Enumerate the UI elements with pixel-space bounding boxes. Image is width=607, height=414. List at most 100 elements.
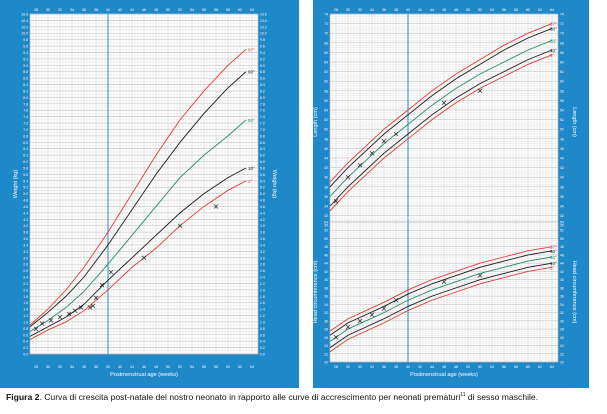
head_circumference-x-tick-label-top: 32: [358, 216, 362, 220]
weight-x-tick-label: 30: [46, 365, 50, 369]
weight-y-tick-label: 5.2: [23, 186, 28, 190]
length-x-tick-label-top: 46: [442, 8, 446, 12]
head_circumference-y-tick-label-right: 30: [560, 319, 564, 323]
weight-patient-point: [141, 255, 147, 261]
weight-curve-label: 90°: [248, 70, 255, 75]
weight-x-tick-label-top: 62: [238, 8, 242, 12]
head_circumference-curve-label: 10°: [550, 261, 557, 266]
weight-y-tick-label: 9.8: [23, 38, 28, 42]
weight-y-tick-label: 5.6: [23, 173, 28, 177]
head_circumference-x-tick-label-top: 34: [370, 216, 374, 220]
length-y-tick-label: 60: [324, 80, 328, 84]
weight-y-tick-label: 1.8: [23, 295, 28, 299]
head_circumference-curve-label: 3°: [550, 265, 555, 270]
length-y-tick-label-right: 30: [560, 224, 564, 228]
length-x-tick-label-top: 64: [550, 8, 554, 12]
length-y-tick-label-right: 32: [560, 214, 564, 218]
length-patient-point: [333, 198, 339, 204]
head_circumference-y-tick-label-right: 52: [560, 229, 564, 233]
weight-x-tick-label-top: 36: [82, 8, 86, 12]
head_circumference-x-tick-label: 32: [358, 365, 362, 369]
head_circumference-y-tick-label-right: 54: [560, 221, 564, 225]
weight-x-tick-label-top: 28: [34, 8, 38, 12]
weight-y-tick-label: 7.6: [23, 109, 28, 113]
weight-y-tick-label-right: 1.6: [260, 301, 265, 305]
weight-x-tick-label-top: 52: [178, 8, 182, 12]
weight-y-tick-label: 6.2: [23, 154, 28, 158]
head_circumference-x-tick-label: 46: [442, 365, 446, 369]
weight-y-tick-label-right: 5.0: [260, 192, 265, 196]
head_circumference-x-tick-label: 64: [550, 365, 554, 369]
head_circumference-x-tick-label: 38: [394, 365, 398, 369]
weight-y-tick-label: 2.2: [23, 282, 28, 286]
weight-y-tick-label-right: 9.4: [260, 51, 265, 55]
weight-patient-point: [72, 308, 78, 313]
head_circumference-curve-label: 50°: [550, 255, 557, 260]
length-y-tick-label-right: 50: [560, 128, 564, 132]
weight-curve-label: 50°: [248, 118, 255, 123]
weight-y-tick-label-right: 2.0: [260, 288, 265, 292]
weight-x-tick-label: 38: [94, 365, 98, 369]
length-y-tick-label-right: 46: [560, 147, 564, 151]
weight-curve-p1: [29, 71, 247, 328]
length-y-axis-label-right: Length (cm): [571, 107, 577, 137]
length-x-tick-label-top: 38: [394, 8, 398, 12]
weight-y-tick-label-right: 8.6: [260, 77, 265, 81]
weight-y-tick-label: 1.2: [23, 314, 28, 318]
caption-text: . Curva di crescita post-natale del nost…: [39, 392, 461, 402]
weight-x-tick-label: 62: [238, 365, 242, 369]
head_circumference-chart: 97°90°50°10°3° 20 20 22 22 24 24 26 26 28 28 30 30 32…: [313, 216, 577, 378]
length-y-tick-label-right: 64: [560, 61, 564, 65]
length-y-tick-label: 68: [324, 41, 328, 45]
head_circumference-y-tick-label: 52: [324, 229, 328, 233]
head_circumference-y-tick-label: 38: [324, 286, 328, 290]
head_circumference-y-tick-label-right: 50: [560, 237, 564, 241]
length-y-tick-label-right: 56: [560, 99, 564, 103]
head_circumference-y-tick-label: 42: [324, 270, 328, 274]
length-y-tick-label: 48: [324, 137, 328, 141]
weight-curve-label: 10°: [248, 166, 255, 171]
head_circumference-y-tick-label-right: 44: [560, 262, 564, 266]
length-y-tick-label: 58: [324, 89, 328, 93]
weight-y-tick-label: 3.2: [23, 250, 28, 254]
length-y-tick-label-right: 48: [560, 137, 564, 141]
head_circumference-x-tick-label-top: 44: [430, 216, 434, 220]
length-x-tick-label-top: 28: [334, 8, 338, 12]
head_circumference-x-tick-label-top: 40: [406, 216, 410, 220]
length-y-tick-label-right: 34: [560, 205, 564, 209]
head_circumference-x-tick-label-top: 38: [394, 216, 398, 220]
head_circumference-y-tick-label: 26: [324, 336, 328, 340]
head_circumference-y-tick-label: 28: [324, 328, 328, 332]
head_circumference-patient-point: [357, 318, 363, 324]
weight-x-tick-label: 32: [58, 365, 62, 369]
head_circumference-y-tick-label: 54: [324, 221, 328, 225]
weight-y-tick-label-right: 2.6: [260, 269, 265, 273]
head_circumference-x-tick-label: 40: [406, 365, 410, 369]
weight-y-axis-label: Weight (kg): [13, 170, 19, 199]
weight-y-tick-label-right: 10.4: [260, 19, 267, 23]
weight-x-tick-label: 46: [142, 365, 146, 369]
weight-y-tick-label-right: 10.6: [260, 13, 267, 17]
head_circumference-x-tick-label: 36: [382, 365, 386, 369]
head_circumference-y-tick-label: 50: [324, 237, 328, 241]
weight-y-tick-label: 7.2: [23, 122, 28, 126]
weight-y-tick-label-right: 0.0: [260, 353, 265, 357]
weight-y-tick-label-right: 6.0: [260, 160, 265, 164]
head_circumference-x-tick-label-top: 60: [526, 216, 530, 220]
head_circumference-y-tick-label: 30: [324, 319, 328, 323]
length-x-tick-label-top: 44: [430, 8, 434, 12]
weight-y-tick-label: 2.0: [23, 288, 28, 292]
weight-x-tick-label-top: 32: [58, 8, 62, 12]
weight-x-tick-label-top: 30: [46, 8, 50, 12]
weight-y-tick-label-right: 9.8: [260, 38, 265, 42]
length-curve-p4: [329, 54, 553, 212]
weight-y-tick-label: 8.4: [23, 83, 28, 87]
length-y-tick-label: 34: [324, 205, 328, 209]
weight-y-tick-label: 9.6: [23, 45, 28, 49]
head_circumference-x-tick-label: 30: [346, 365, 350, 369]
head_circumference-y-tick-label-right: 22: [560, 352, 564, 356]
weight-x-tick-label: 28: [34, 365, 38, 369]
weight-y-tick-label: 0.2: [23, 346, 28, 350]
length-y-tick-label-right: 36: [560, 195, 564, 199]
weight-y-tick-label-right: 3.2: [260, 250, 265, 254]
